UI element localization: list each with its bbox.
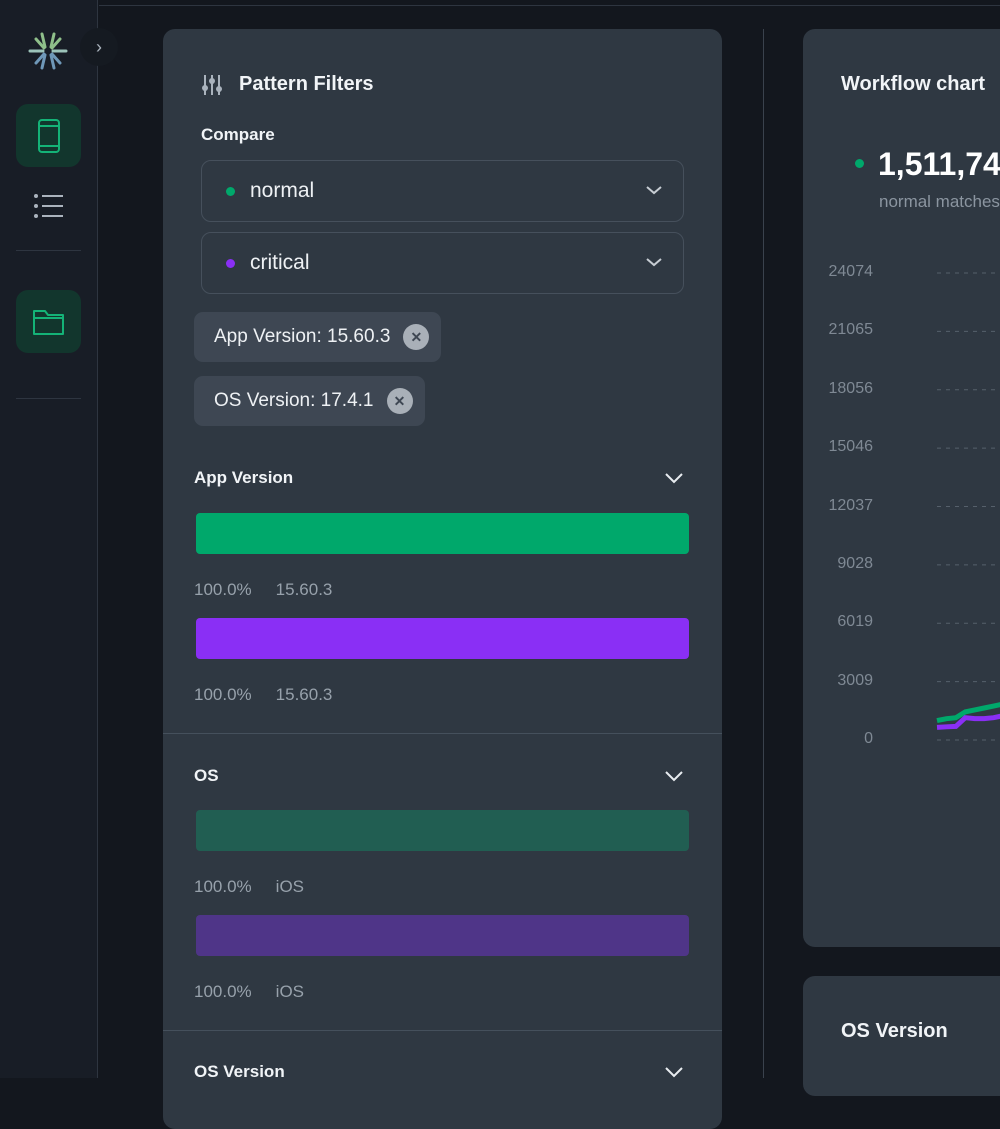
sidebar-divider [16,250,81,251]
header-divider [99,5,1000,6]
workflow-line-chart [936,272,1000,741]
sidebar-item-devices[interactable] [16,104,81,167]
remove-chip-button[interactable]: ✕ [403,324,430,350]
bar-stat: 100.0% 15.60.3 [194,685,333,704]
critical-dot [226,258,235,268]
column-divider [763,29,764,1078]
y-tick-label: 12037 [828,496,874,514]
filter-chip-os-version: OS Version: 17.4.1 ✕ [194,376,425,426]
asterisk-logo [28,32,68,77]
critical-os-bar[interactable] [196,915,689,956]
bar-stat: 100.0% 15.60.3 [194,580,333,599]
y-tick-label: 3009 [837,671,873,689]
section-os-version-header[interactable]: OS Version [194,1062,684,1082]
chevron-down-icon [646,258,662,267]
y-tick-label: 24074 [828,263,874,280]
chevron-right-icon: › [96,36,102,57]
sidebar-item-folder[interactable] [16,290,81,353]
critical-app-version-bar[interactable] [196,618,689,659]
chip-label: OS Version: 17.4.1 [214,390,374,411]
normal-series-line [936,702,1000,724]
y-tick-label: 0 [864,730,873,747]
card-title: OS Version [841,1020,948,1042]
bar-stat: 100.0% iOS [194,982,305,1001]
y-tick-label: 15046 [828,438,874,456]
y-tick-label: 21065 [828,321,874,339]
sidebar-item-list[interactable] [16,174,81,237]
normal-os-bar[interactable] [196,810,689,851]
compare-select-critical[interactable]: critical [201,232,684,294]
compare-select-normal[interactable]: normal [201,160,684,222]
section-title: App Version [194,468,294,487]
y-tick-label: 18056 [828,379,874,397]
chevron-down-icon [665,473,683,484]
section-title: OS Version [194,1062,285,1081]
os-version-card: OS Version [803,976,1000,1096]
compare-label: Compare [201,125,275,144]
chevron-down-icon [665,1067,683,1078]
expand-sidebar-button[interactable]: › [80,28,118,66]
folder-icon [32,309,64,335]
normal-dot [855,159,864,168]
chip-label: App Version: 15.60.3 [214,326,391,347]
section-app-version-header[interactable]: App Version [194,468,684,488]
normal-app-version-bar[interactable] [196,513,689,554]
remove-chip-button[interactable]: ✕ [386,388,413,414]
sidebar-divider [16,398,81,399]
y-tick-label: 9028 [837,554,873,572]
normal-dot [226,186,235,196]
section-title: OS [194,766,219,785]
sliders-icon [202,74,222,95]
chevron-down-icon [646,186,662,195]
select-value: critical [250,251,310,274]
y-tick-label: 6019 [837,613,873,631]
pattern-filters-panel: Pattern Filters Compare normal critical … [163,29,722,1129]
critical-series-line [936,713,1000,730]
list-icon [33,193,63,218]
select-value: normal [250,179,315,202]
workflow-chart-card: Workflow chart 1,511,749 normal matches … [803,29,1000,947]
chevron-down-icon [665,771,683,782]
section-divider [163,1030,722,1031]
total-label: normal matches [879,192,1000,211]
total-count: 1,511,749 [878,146,1000,182]
phone-icon [37,118,60,153]
chart-title: Workflow chart [841,73,986,95]
panel-title: Pattern Filters [239,73,374,95]
section-divider [163,733,722,734]
bar-stat: 100.0% iOS [194,877,305,896]
filter-chip-app-version: App Version: 15.60.3 ✕ [194,312,442,362]
sidebar [0,0,98,1078]
section-os-header[interactable]: OS [194,766,684,786]
